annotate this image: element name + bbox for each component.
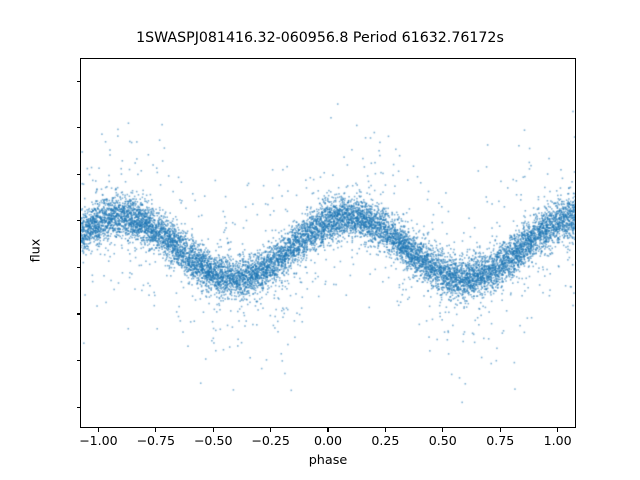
x-tick-label: −0.75 <box>136 433 176 448</box>
x-tick-label: 0.50 <box>428 433 457 448</box>
y-tick-mark <box>76 220 81 222</box>
y-tick-mark <box>76 359 81 362</box>
y-tick-mark <box>76 313 81 315</box>
y-axis-label: flux <box>28 238 44 263</box>
page-title: 1SWASPJ081416.32-060956.8 Period 61632.7… <box>136 30 504 46</box>
x-tick-label: 0.00 <box>313 433 343 448</box>
x-tick-mark <box>97 427 99 432</box>
scatter-plot <box>81 59 575 427</box>
x-tick-mark <box>384 427 386 432</box>
y-tick-mark <box>76 406 81 408</box>
x-tick-mark <box>155 427 157 432</box>
x-tick-label: −0.25 <box>251 433 290 448</box>
y-tick-mark <box>76 80 81 82</box>
x-tick-mark <box>557 427 559 432</box>
y-tick-mark <box>76 173 81 175</box>
y-tick-mark <box>76 127 81 129</box>
x-tick-label: −0.50 <box>193 433 233 448</box>
x-axis-label: phase <box>308 453 348 468</box>
x-tick-mark <box>212 427 214 432</box>
x-tick-mark <box>270 427 272 432</box>
y-tick-mark <box>76 266 81 268</box>
plot-area <box>80 58 576 428</box>
x-tick-label: 0.25 <box>371 433 400 448</box>
x-tick-mark <box>442 427 444 432</box>
x-tick-label: −1.00 <box>79 433 118 448</box>
x-tick-mark <box>499 427 501 432</box>
x-tick-label: 1.00 <box>543 433 572 448</box>
x-tick-label: 0.75 <box>486 433 515 448</box>
x-tick-mark <box>327 427 329 432</box>
